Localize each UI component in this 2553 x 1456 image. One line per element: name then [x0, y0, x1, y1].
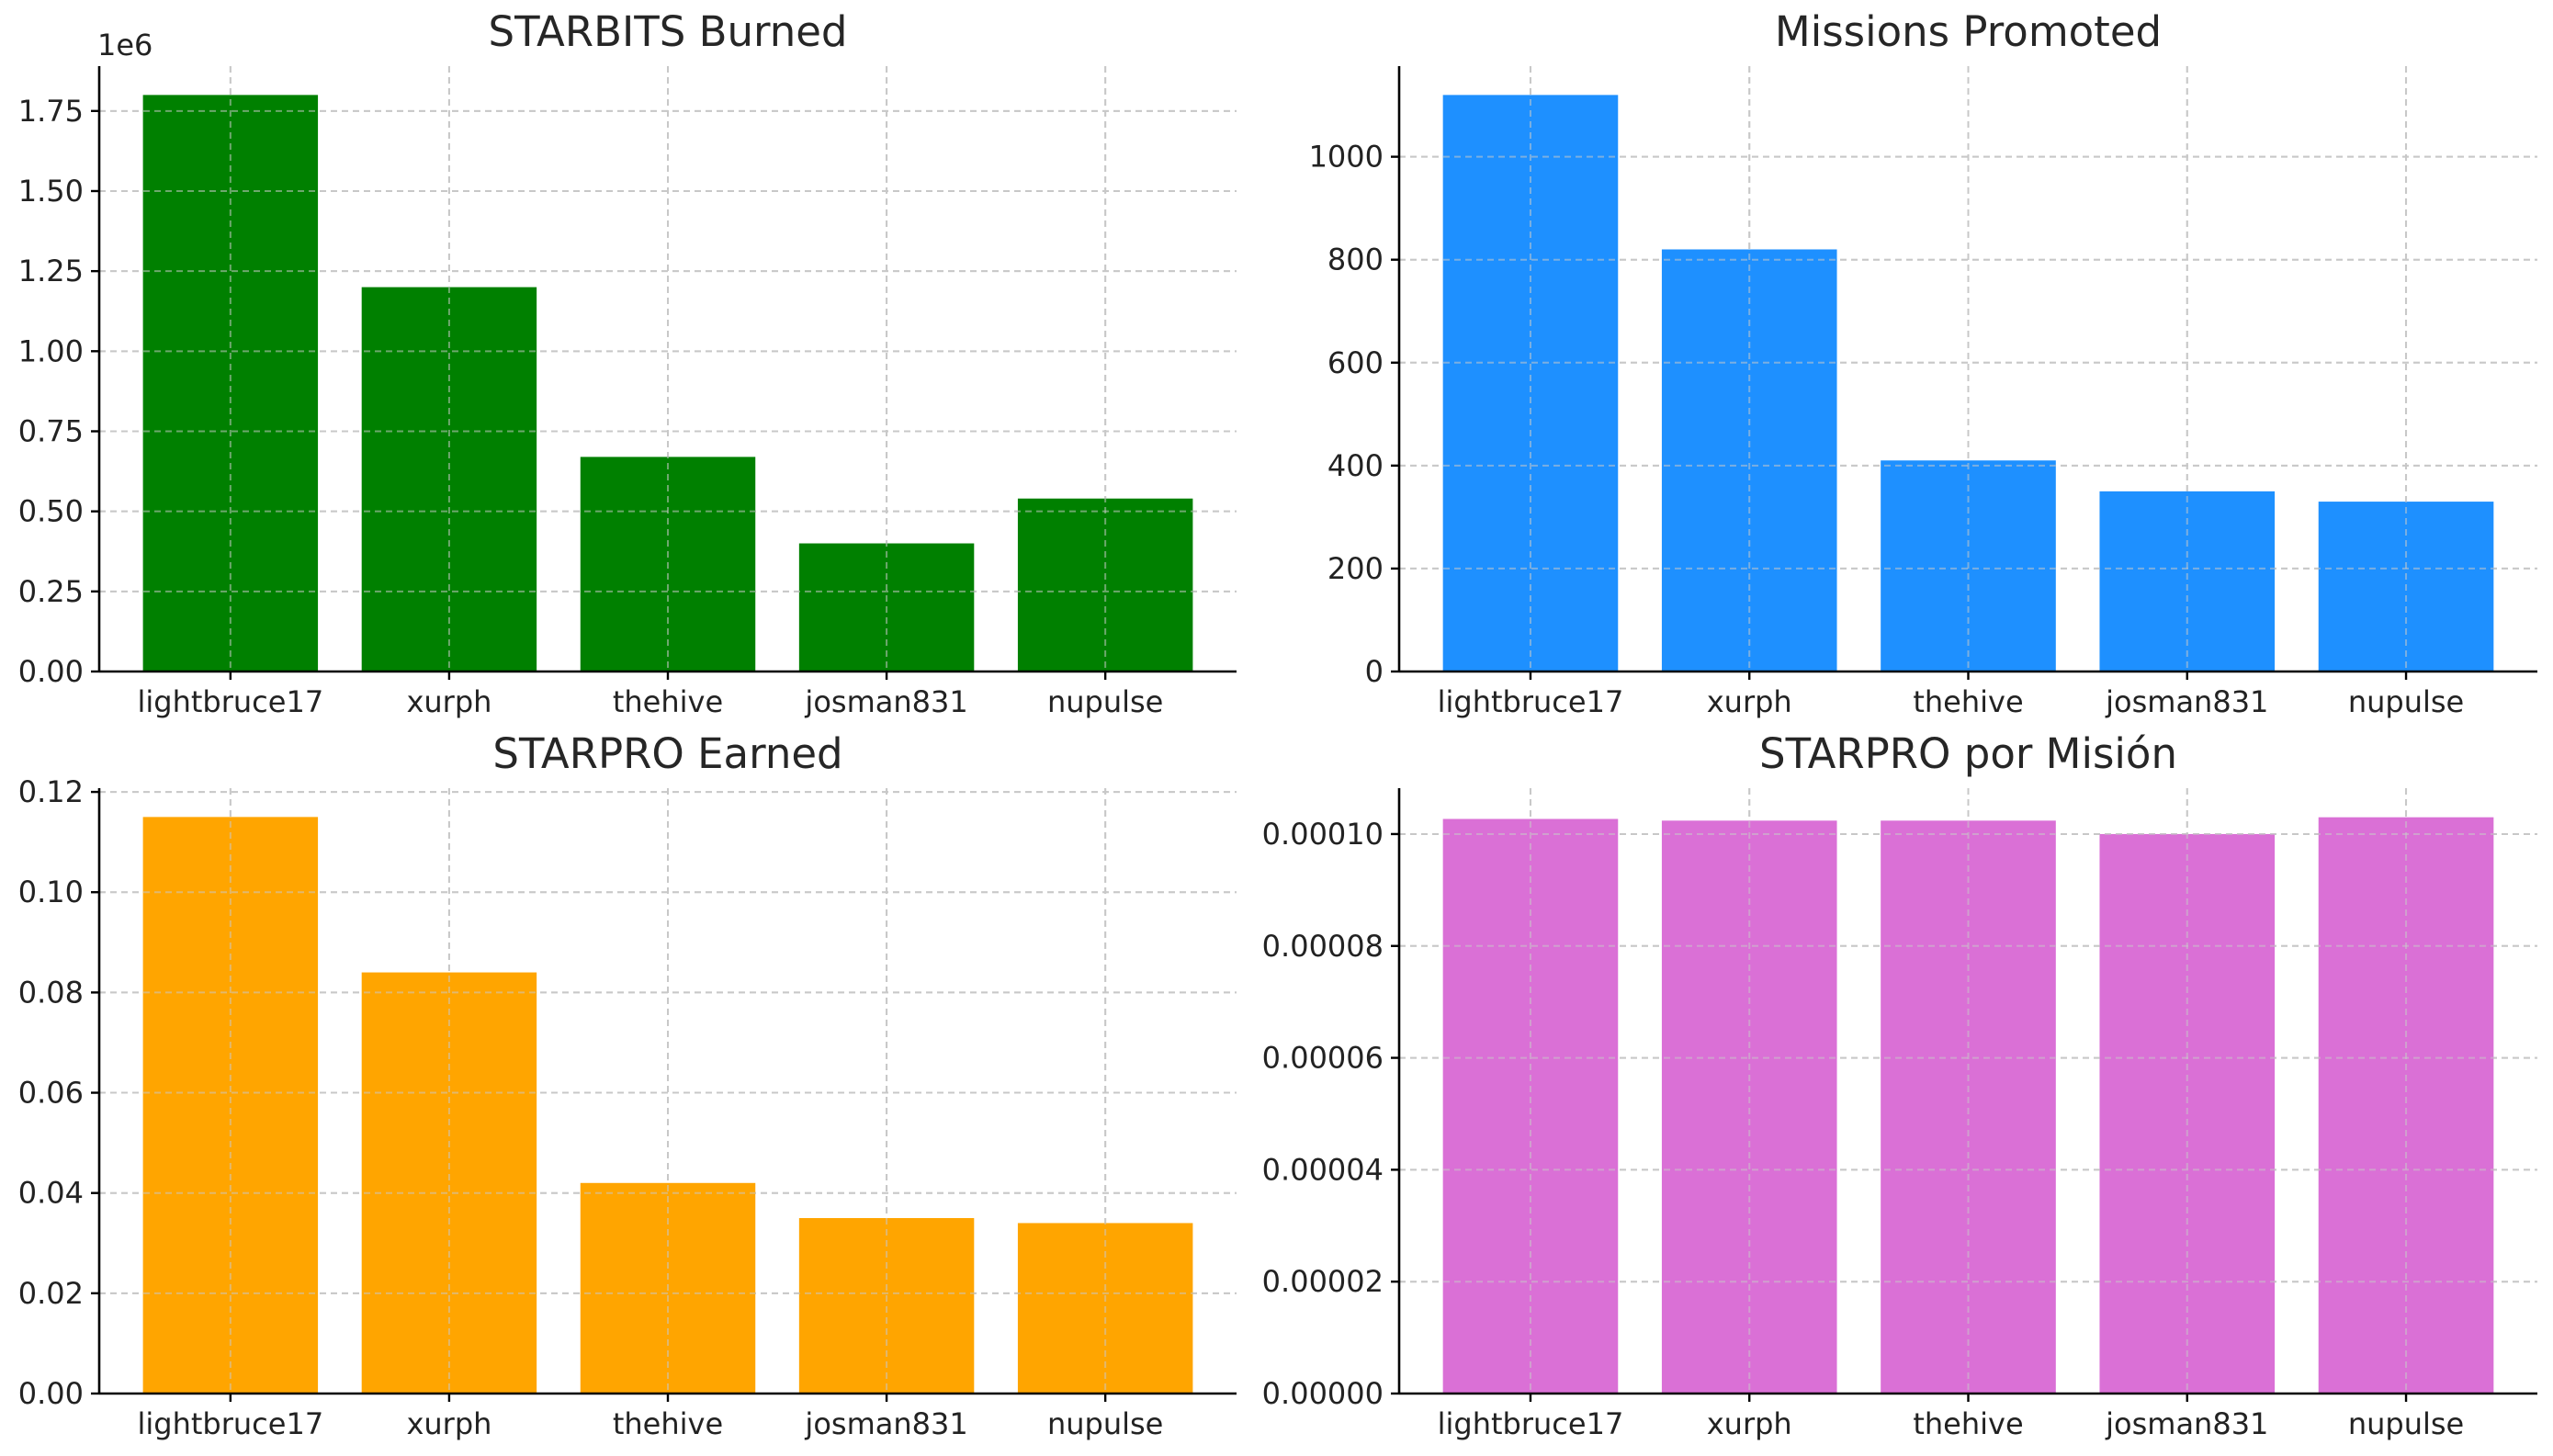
- x-tick-label: nupulse: [1047, 1406, 1163, 1441]
- x-tick-label: thehive: [613, 684, 723, 719]
- chart-panel-4: 0.00000 0.00002 0.00004 0.00006 0.00008 0.000…: [1262, 729, 2537, 1441]
- y-tick-label: 0.00008: [1262, 929, 1384, 964]
- y-tick-label: 0.00006: [1262, 1041, 1384, 1076]
- chart-title: STARPRO por Misión: [1759, 729, 2177, 778]
- y-tick-label: 0.00000: [1262, 1376, 1384, 1411]
- x-tick-label: josman831: [2105, 684, 2268, 719]
- y-tick-label: 200: [1327, 551, 1384, 586]
- x-tick-label: thehive: [1913, 1406, 2023, 1441]
- y-tick-label: 0.00010: [1262, 817, 1384, 852]
- x-tick-label: josman831: [804, 1406, 967, 1441]
- y-tick-label: 0.10: [18, 875, 84, 909]
- y-tick-label: 1.25: [18, 254, 84, 288]
- chart-title: Missions Promoted: [1775, 7, 2162, 56]
- x-tick-label: nupulse: [1047, 684, 1163, 719]
- x-tick-label: xurph: [1707, 684, 1792, 719]
- x-tick-label: thehive: [613, 1406, 723, 1441]
- y-tick-label: 0.02: [18, 1276, 84, 1311]
- y-tick-label: 0.00: [18, 1376, 84, 1411]
- x-tick-label: thehive: [1913, 684, 2023, 719]
- y-tick-label: 0.00004: [1262, 1152, 1384, 1187]
- y-tick-label: 0.00: [18, 654, 84, 689]
- y-tick-label: 0.75: [18, 413, 84, 448]
- chart-panel-1: 0.00 0.25 0.50 0.75 1.00 1.25 1.50 1.75 lightbru…: [18, 7, 1237, 719]
- chart-panel-3: 0.00 0.02 0.04 0.06 0.08 0.10 0.12 lightbruce17…: [18, 729, 1237, 1441]
- x-tick-label: josman831: [804, 684, 967, 719]
- x-tick-label: lightbruce17: [138, 684, 324, 719]
- x-tick-label: xurph: [1707, 1406, 1792, 1441]
- x-tick-label: lightbruce17: [1438, 1406, 1624, 1441]
- chart-title: STARPRO Earned: [492, 729, 842, 778]
- y-tick-label: 1.00: [18, 333, 84, 368]
- x-tick-label: nupulse: [2348, 684, 2464, 719]
- y-tick-label: 0.25: [18, 574, 84, 609]
- x-tick-label: xurph: [406, 684, 491, 719]
- y-tick-label: 1.75: [18, 94, 84, 129]
- y-tick-label: 0.12: [18, 774, 84, 809]
- x-tick-label: lightbruce17: [1438, 684, 1624, 719]
- y-tick-label: 1000: [1309, 140, 1384, 175]
- y-tick-label: 400: [1327, 448, 1384, 483]
- x-tick-label: nupulse: [2348, 1406, 2464, 1441]
- y-tick-label: 0.00002: [1262, 1264, 1384, 1299]
- chart-panel-2: 0 200 400 600 800 1000 lightbruce17 xurph thehiv…: [1309, 7, 2537, 719]
- y-tick-label: 0.50: [18, 494, 84, 529]
- y-tick-label: 800: [1327, 243, 1384, 277]
- x-tick-label: josman831: [2105, 1406, 2268, 1441]
- x-tick-label: lightbruce17: [138, 1406, 324, 1441]
- y-tick-label: 0.08: [18, 975, 84, 1010]
- chart-title: STARBITS Burned: [489, 7, 848, 56]
- y-tick-label: 0.04: [18, 1176, 84, 1211]
- x-tick-label: xurph: [406, 1406, 491, 1441]
- y-offset-label: 1e6: [97, 28, 153, 62]
- y-tick-label: 1.50: [18, 174, 84, 209]
- y-tick-label: 0: [1365, 654, 1384, 689]
- y-tick-label: 0.06: [18, 1076, 84, 1111]
- y-tick-label: 600: [1327, 345, 1384, 380]
